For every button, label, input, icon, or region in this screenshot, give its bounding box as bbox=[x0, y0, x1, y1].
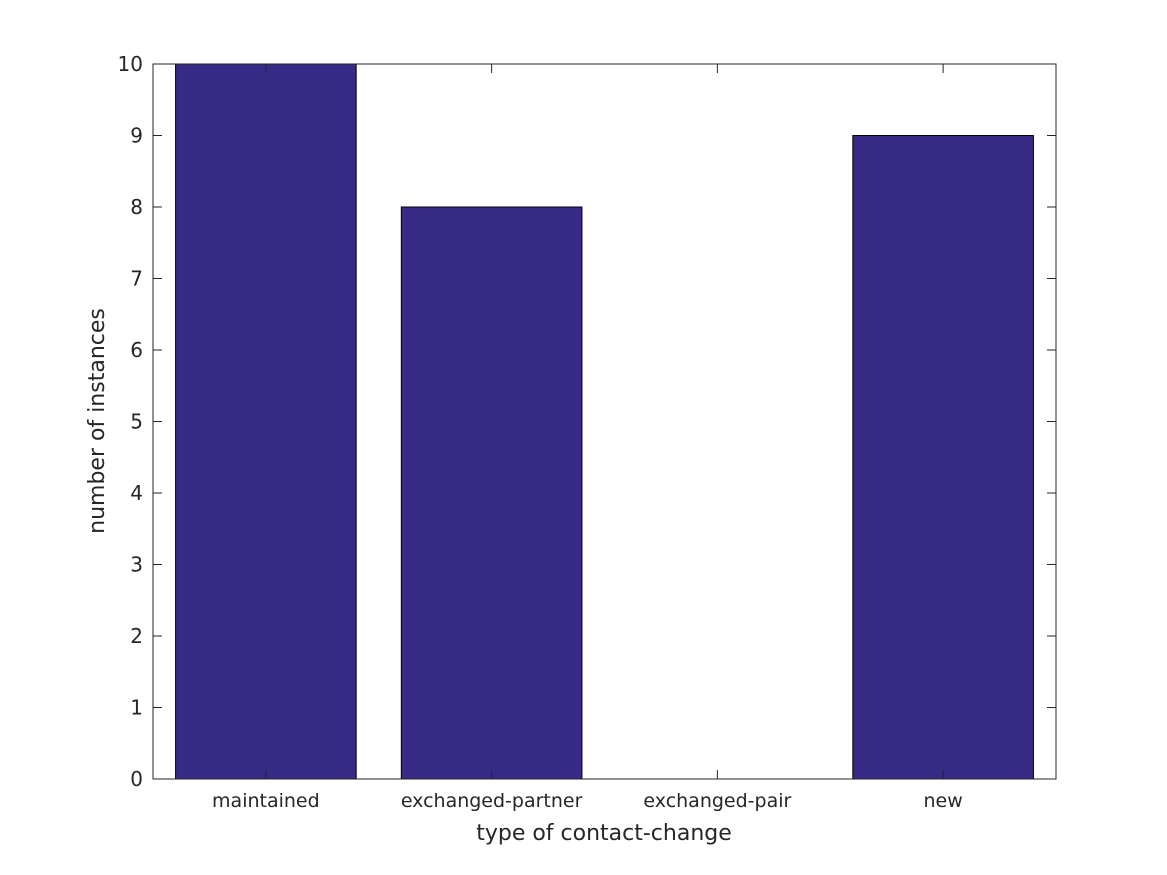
x-tick-label: maintained bbox=[212, 790, 320, 812]
y-tick-label: 0 bbox=[130, 767, 143, 791]
bar-maintained bbox=[175, 63, 357, 780]
y-tick-label: 6 bbox=[130, 338, 143, 362]
bars-group bbox=[175, 63, 1034, 780]
y-tick-label: 2 bbox=[130, 624, 143, 648]
y-axis-label: number of instances bbox=[85, 308, 110, 534]
y-tick-label: 5 bbox=[130, 410, 143, 434]
y-tick-label: 8 bbox=[130, 195, 143, 219]
ticks-group bbox=[153, 63, 1056, 780]
x-tick-label: exchanged-pair bbox=[643, 790, 791, 812]
y-tick-label: 9 bbox=[130, 124, 143, 148]
y-tick-label: 7 bbox=[130, 267, 143, 291]
y-tick-label: 3 bbox=[130, 553, 143, 577]
x-axis-label: type of contact-change bbox=[476, 821, 732, 846]
labels-group: maintained exchanged-partner exchanged-pai… bbox=[118, 52, 963, 812]
y-tick-label: 1 bbox=[130, 696, 143, 720]
x-tick-label: new bbox=[923, 790, 962, 812]
bar-exchanged-partner bbox=[400, 206, 583, 780]
y-tick-label: 10 bbox=[118, 52, 143, 76]
y-tick-label: 4 bbox=[130, 481, 143, 505]
bar-new bbox=[852, 135, 1034, 780]
x-tick-label: exchanged-partner bbox=[401, 790, 583, 812]
